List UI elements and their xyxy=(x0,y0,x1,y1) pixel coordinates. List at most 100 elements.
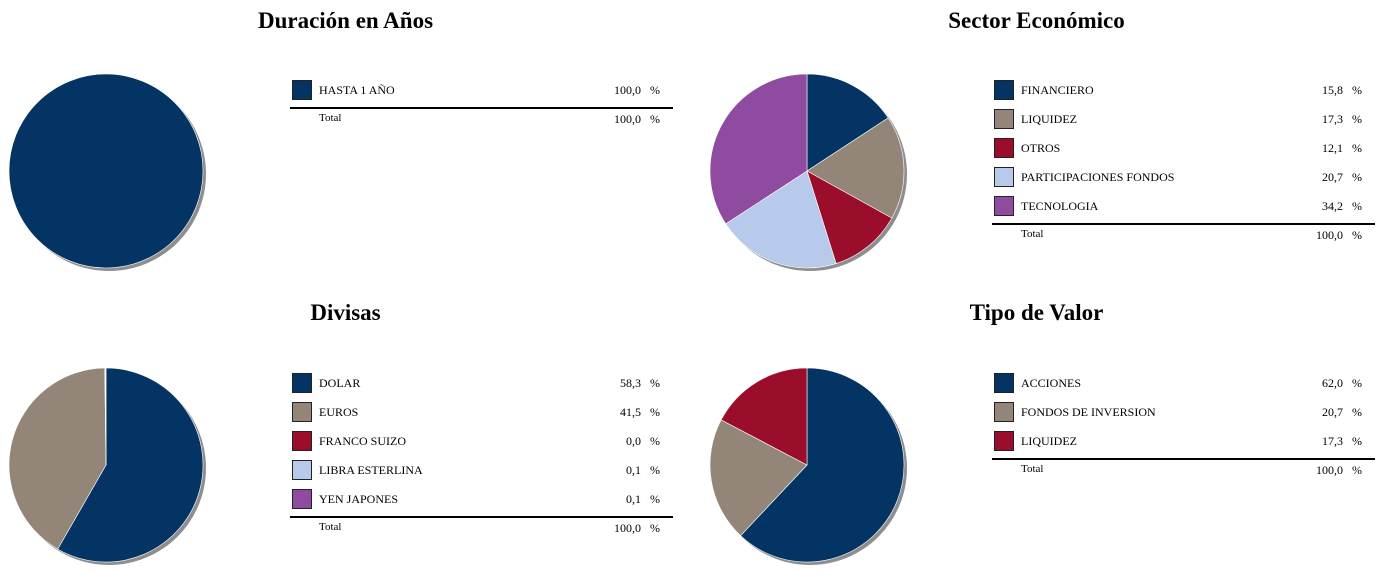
total-unit: % xyxy=(1352,463,1362,477)
pie-slice-otros xyxy=(806,170,893,264)
legend-label: FINANCIERO xyxy=(1021,83,1094,97)
legend-value: 17,3 xyxy=(1322,112,1343,126)
legend-row: DOLAR 58,3% xyxy=(290,370,673,399)
legend-unit: % xyxy=(1352,112,1362,126)
legend-unit: % xyxy=(1352,405,1362,419)
legend-label: PARTICIPACIONES FONDOS xyxy=(1021,170,1175,184)
total-value: 100,0 xyxy=(614,521,641,535)
legend-value: 58,3 xyxy=(620,376,641,390)
total-row: Total 100,0% xyxy=(992,460,1375,484)
legend-row: EUROS 41,5% xyxy=(290,399,673,428)
pie-slice-financiero xyxy=(806,73,889,172)
legend-unit: % xyxy=(650,405,660,419)
legend-swatch xyxy=(292,373,312,393)
total-unit: % xyxy=(650,112,660,126)
legend-value: 100,0 xyxy=(614,83,641,97)
legend-row: OTROS 12,1% xyxy=(992,135,1375,164)
legend-label: DOLAR xyxy=(319,376,361,390)
total-label: Total xyxy=(319,112,342,124)
legend-value: 20,7 xyxy=(1322,170,1343,184)
total-divider xyxy=(992,223,1375,225)
legend-swatch xyxy=(994,402,1014,422)
legend-label: LIBRA ESTERLINA xyxy=(319,463,423,477)
total-unit: % xyxy=(650,521,660,535)
legend-unit: % xyxy=(650,463,660,477)
chart-legend: ACCIONES 62,0% FONDOS DE INVERSION 20,7% LIQ… xyxy=(992,370,1375,484)
chart-title: Duración en Años xyxy=(257,8,434,33)
total-divider xyxy=(290,107,673,109)
chart-panel-divisas: Divisas DOLAR 58,3% EUROS 41,5% FRANCO SUIZO… xyxy=(0,292,691,573)
total-divider xyxy=(290,516,673,518)
legend-unit: % xyxy=(1352,199,1362,213)
total-label: Total xyxy=(319,521,342,533)
total-row: Total 100,0% xyxy=(992,225,1375,249)
legend-row: ACCIONES 62,0% xyxy=(992,370,1375,399)
total-row: Total 100,0% xyxy=(290,518,673,542)
legend-value: 17,3 xyxy=(1322,434,1343,448)
legend-swatch xyxy=(292,460,312,480)
pie-slice-participaciones-fondos xyxy=(725,170,837,269)
legend-swatch xyxy=(994,196,1014,216)
pie-slice-euros xyxy=(8,367,107,550)
chart-legend: DOLAR 58,3% EUROS 41,5% FRANCO SUIZO 0,0% LIBR… xyxy=(290,370,673,542)
legend-unit: % xyxy=(650,492,660,506)
pie-slice-acciones xyxy=(740,367,905,563)
legend-unit: % xyxy=(1352,83,1362,97)
pie-chart xyxy=(8,367,206,565)
chart-panel-sector: Sector Económico FINANCIERO 15,8% LIQUIDEZ… xyxy=(691,0,1382,281)
pie-slice-fondos-de-inversion xyxy=(709,419,808,537)
legend-unit: % xyxy=(1352,434,1362,448)
chart-panel-duracion: Duración en Años HASTA 1 AÑO 100,0% Total 1… xyxy=(0,0,691,281)
legend-row: LIQUIDEZ 17,3% xyxy=(992,106,1375,135)
legend-label: YEN JAPONES xyxy=(319,492,399,506)
total-label: Total xyxy=(1021,228,1044,240)
pie-chart xyxy=(709,73,907,271)
legend-value: 15,8 xyxy=(1322,83,1343,97)
legend-swatch xyxy=(994,138,1014,158)
pie-chart xyxy=(709,367,907,565)
pie-slice-hasta-1-ano xyxy=(8,73,204,269)
legend-swatch xyxy=(994,431,1014,451)
legend-label: OTROS xyxy=(1021,141,1061,155)
legend-row: TECNOLOGIA 34,2% xyxy=(992,193,1375,222)
legend-swatch xyxy=(292,402,312,422)
legend-swatch xyxy=(994,109,1014,129)
legend-swatch xyxy=(292,489,312,509)
legend-swatch xyxy=(994,373,1014,393)
legend-unit: % xyxy=(650,434,660,448)
legend-label: EUROS xyxy=(319,405,359,419)
legend-row: FINANCIERO 15,8% xyxy=(992,77,1375,106)
legend-swatch xyxy=(292,80,312,100)
legend-row: PARTICIPACIONES FONDOS 20,7% xyxy=(992,164,1375,193)
total-divider xyxy=(992,458,1375,460)
legend-row: FRANCO SUIZO 0,0% xyxy=(290,428,673,457)
total-value: 100,0 xyxy=(1316,228,1343,242)
legend-swatch xyxy=(292,431,312,451)
legend-row: FONDOS DE INVERSION 20,7% xyxy=(992,399,1375,428)
legend-unit: % xyxy=(1352,376,1362,390)
pie-slice-liquidez xyxy=(806,117,905,219)
legend-row: LIBRA ESTERLINA 0,1% xyxy=(290,457,673,486)
total-row: Total 100,0% xyxy=(290,109,673,133)
legend-value: 20,7 xyxy=(1322,405,1343,419)
total-value: 100,0 xyxy=(1316,463,1343,477)
legend-value: 62,0 xyxy=(1322,376,1343,390)
legend-row: YEN JAPONES 0,1% xyxy=(290,486,673,515)
legend-swatch xyxy=(994,80,1014,100)
legend-row: HASTA 1 AÑO 100,0% xyxy=(290,77,673,106)
legend-label: TECNOLOGIA xyxy=(1021,199,1099,213)
legend-swatch xyxy=(994,167,1014,187)
legend-label: FRANCO SUIZO xyxy=(319,434,407,448)
legend-value: 41,5 xyxy=(620,405,641,419)
chart-legend: HASTA 1 AÑO 100,0% Total 100,0% xyxy=(290,77,673,133)
legend-label: LIQUIDEZ xyxy=(1021,112,1077,126)
legend-unit: % xyxy=(650,83,660,97)
legend-value: 34,2 xyxy=(1322,199,1343,213)
legend-label: HASTA 1 AÑO xyxy=(319,83,395,97)
pie-slice-yen-japones xyxy=(105,367,107,466)
chart-legend: FINANCIERO 15,8% LIQUIDEZ 17,3% OTROS 12,1% PA… xyxy=(992,77,1375,249)
pie-slice-liquidez xyxy=(720,367,808,466)
chart-title: Tipo de Valor xyxy=(969,300,1104,325)
legend-value: 0,1 xyxy=(626,463,641,477)
legend-label: LIQUIDEZ xyxy=(1021,434,1077,448)
